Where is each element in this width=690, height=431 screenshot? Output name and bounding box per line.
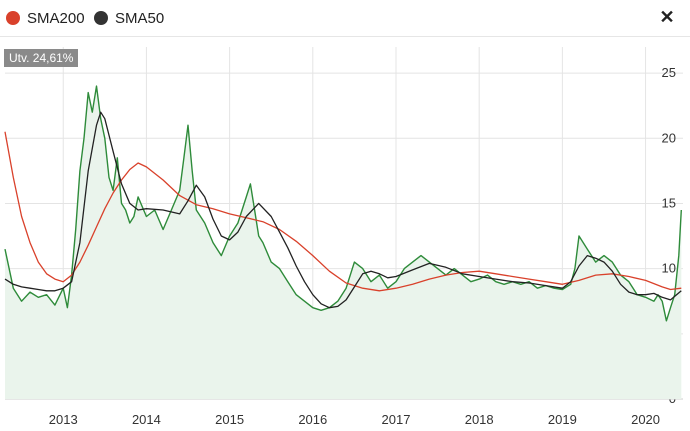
y-tick-label: 25	[662, 65, 676, 80]
legend-label-sma200: SMA200	[27, 9, 85, 27]
sma200-dot-icon	[6, 11, 20, 25]
sma50-dot-icon	[94, 11, 108, 25]
x-tick-label: 2017	[382, 412, 411, 427]
x-tick-label: 2014	[132, 412, 161, 427]
change-badge: Utv. 24,61%	[4, 49, 79, 67]
y-tick-label: 10	[662, 261, 676, 276]
x-tick-label: 2018	[465, 412, 494, 427]
header-divider	[0, 36, 690, 37]
x-tick-label: 2019	[548, 412, 577, 427]
legend-item-sma50[interactable]: SMA50	[94, 8, 164, 28]
y-tick-label: 20	[662, 130, 676, 145]
legend: SMA200 SMA50 ✕	[0, 0, 690, 36]
price-line	[4, 85, 682, 322]
x-tick-label: 2016	[298, 412, 327, 427]
y-tick-label: 15	[662, 195, 676, 210]
x-tick-label: 2013	[49, 412, 78, 427]
x-tick-label: 2020	[631, 412, 660, 427]
sma50-line	[4, 111, 682, 309]
close-icon[interactable]: ✕	[659, 7, 675, 27]
price-area	[5, 86, 682, 399]
legend-item-sma200[interactable]: SMA200	[6, 8, 85, 28]
x-tick-label: 2015	[215, 412, 244, 427]
legend-label-sma50: SMA50	[115, 9, 165, 27]
